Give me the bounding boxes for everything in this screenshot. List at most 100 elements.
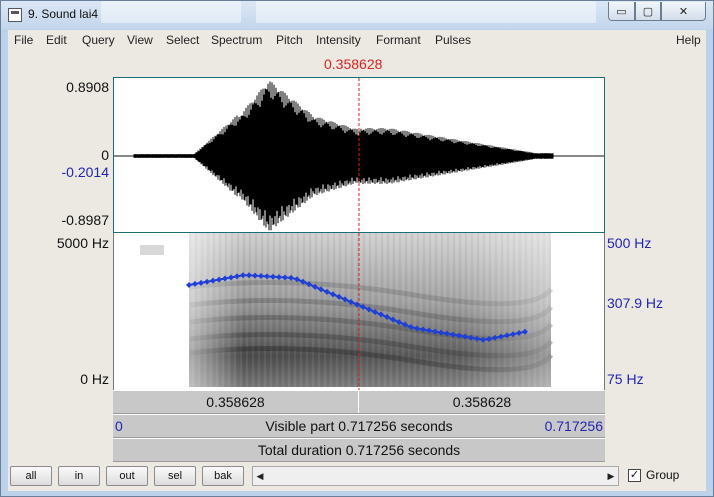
menu-pitch[interactable]: Pitch <box>276 33 303 47</box>
cursor-time-label: 0.358628 <box>324 56 383 72</box>
pitch-point <box>198 279 204 286</box>
pitch-point <box>378 311 384 318</box>
visible-end-label: 0.717256 <box>544 418 603 434</box>
zoom-in-button[interactable]: in <box>58 466 100 486</box>
pitch-point <box>396 319 402 326</box>
pitch-point <box>384 314 390 321</box>
pitch-point <box>222 275 228 282</box>
pitch-point <box>258 273 264 280</box>
pitch-point <box>444 330 450 337</box>
pitch-point <box>300 278 306 285</box>
pitch-max-label: 500 Hz <box>607 235 652 251</box>
time-left-label: 0.358628 <box>206 394 265 410</box>
menu-pulses[interactable]: Pulses <box>435 33 472 47</box>
waveform-panel[interactable] <box>113 77 605 233</box>
pitch-point <box>324 288 330 295</box>
pitch-point <box>480 336 486 343</box>
pitch-point <box>456 332 462 339</box>
menu-query[interactable]: Query <box>82 33 115 47</box>
total-duration-label: Total duration 0.717256 seconds <box>257 442 461 458</box>
minimize-button[interactable]: ▭ <box>608 2 635 21</box>
menu-bar: File Edit Query View Select Spectrum Pit… <box>8 30 706 50</box>
scroll-left-icon[interactable]: ◀ <box>256 470 264 481</box>
pitch-point <box>366 306 372 313</box>
pitch-point <box>474 335 480 342</box>
pitch-point <box>228 274 234 281</box>
pitch-point <box>504 332 510 339</box>
spectrogram-panel[interactable] <box>113 233 605 390</box>
pitch-point <box>318 286 324 293</box>
menu-file[interactable]: File <box>14 33 34 47</box>
waveform-zero-label: 0 <box>101 147 109 163</box>
pitch-point <box>246 272 252 279</box>
pitch-point <box>252 272 258 279</box>
pitch-point <box>270 273 276 280</box>
visible-part-bar[interactable]: 0 Visible part 0.717256 seconds 0.717256 <box>113 414 605 438</box>
spectrogram-min-label: 0 Hz <box>80 371 109 387</box>
pitch-point <box>414 325 420 332</box>
pitch-point <box>372 309 378 316</box>
pitch-point <box>420 326 426 333</box>
pitch-point <box>516 330 522 336</box>
window-icon <box>8 8 22 22</box>
pitch-point <box>264 273 270 280</box>
pitch-cursor-value: 307.9 Hz <box>607 295 664 311</box>
close-icon: ✕ <box>678 5 689 18</box>
group-checkbox[interactable]: ✓ <box>628 469 641 482</box>
pitch-point <box>342 296 348 303</box>
total-duration-center: Total duration 0.717256 seconds <box>113 439 605 461</box>
time-bar-right[interactable]: 0.358628 <box>359 391 605 413</box>
menu-select[interactable]: Select <box>166 33 200 47</box>
pitch-point <box>462 333 468 340</box>
pitch-point <box>234 273 240 280</box>
pitch-point <box>468 334 474 341</box>
close-button[interactable]: ✕ <box>661 2 706 21</box>
maximize-icon: ▢ <box>642 5 654 18</box>
background-blur <box>101 1 241 23</box>
waveform-max-label: 0.8908 <box>66 79 109 95</box>
pitch-point <box>498 333 504 340</box>
zoom-selection-button[interactable]: sel <box>154 466 196 486</box>
total-duration-bar[interactable]: Total duration 0.717256 seconds <box>113 438 605 462</box>
title-bar[interactable]: 9. Sound lai4 ▭ ▢ ✕ <box>1 1 713 29</box>
pitch-point <box>438 329 444 336</box>
pitch-point <box>360 303 366 310</box>
background-blur <box>256 1 596 23</box>
menu-spectrum[interactable]: Spectrum <box>211 33 263 47</box>
pitch-point <box>390 316 396 323</box>
all-button[interactable]: all <box>10 466 52 486</box>
pitch-point <box>210 277 216 284</box>
pitch-point <box>336 293 342 300</box>
menu-formant[interactable]: Formant <box>376 33 421 47</box>
minimize-icon: ▭ <box>616 5 627 18</box>
menu-help[interactable]: Help <box>676 33 701 47</box>
menu-intensity[interactable]: Intensity <box>316 33 361 47</box>
menu-view[interactable]: View <box>127 33 153 47</box>
pitch-point <box>492 334 498 341</box>
menu-edit[interactable]: Edit <box>46 33 67 47</box>
time-bar-left[interactable]: 0.358628 <box>113 391 358 413</box>
visible-part-center: Visible part 0.717256 seconds <box>113 415 605 437</box>
maximize-button[interactable]: ▢ <box>635 2 661 21</box>
pitch-point <box>450 331 456 338</box>
zoom-back-button[interactable]: bak <box>202 466 244 486</box>
scroll-right-icon[interactable]: ▶ <box>607 470 615 481</box>
pitch-point <box>402 321 408 328</box>
waveform-min-label: -0.8987 <box>61 212 109 228</box>
zoom-out-button[interactable]: out <box>106 466 148 486</box>
window-title: 9. Sound lai4 <box>28 7 99 21</box>
time-scrollbar[interactable]: ◀ ▶ <box>252 466 619 486</box>
pitch-point <box>240 272 246 279</box>
pitch-point <box>204 278 210 285</box>
pitch-contour <box>186 272 528 343</box>
spectrogram-svg <box>140 233 554 390</box>
waveform-trace <box>133 81 554 231</box>
waveform-cursor-value: -0.2014 <box>61 164 109 180</box>
spectrogram-blob <box>140 245 164 255</box>
spectrogram-max-label: 5000 Hz <box>56 235 109 251</box>
waveform-svg <box>114 78 604 232</box>
pitch-min-label: 75 Hz <box>607 371 644 387</box>
pitch-point <box>354 301 360 308</box>
pitch-point <box>306 281 312 288</box>
visible-part-label: Visible part 0.717256 seconds <box>265 418 453 434</box>
